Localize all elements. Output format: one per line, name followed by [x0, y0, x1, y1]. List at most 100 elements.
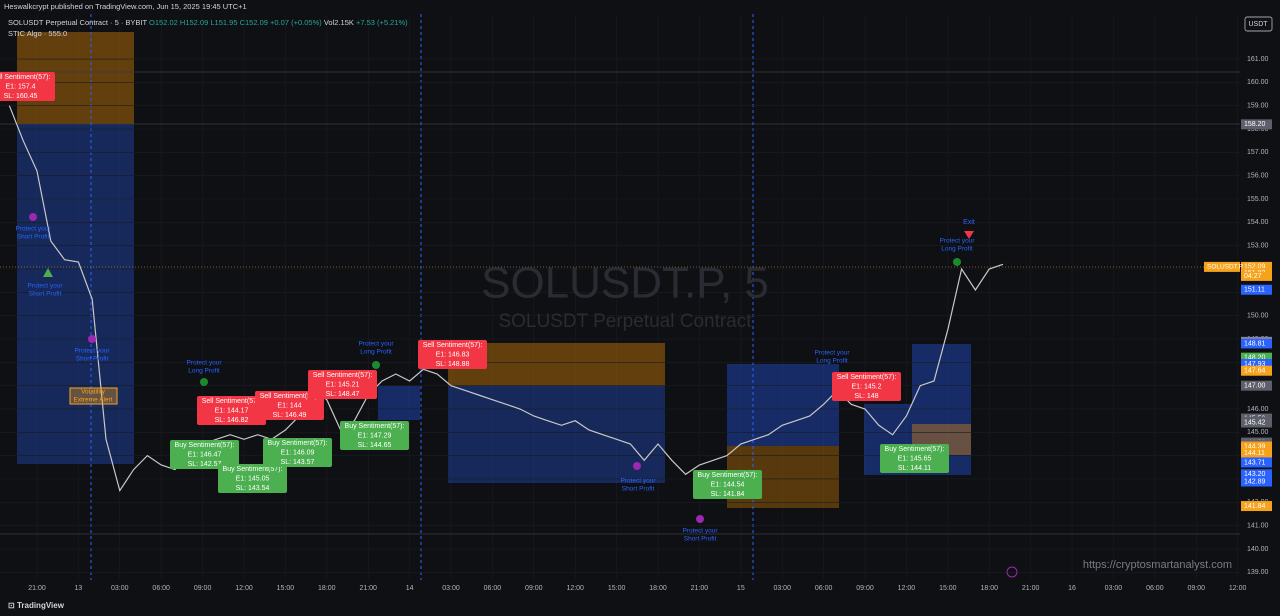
- marker: [953, 258, 961, 266]
- signal-text: E1: 145.21: [326, 381, 360, 388]
- x-tick-label: 06:00: [1146, 585, 1164, 592]
- x-tick-label: 18:00: [980, 585, 998, 592]
- exit-label: Exit: [963, 219, 975, 226]
- y-tick-label: 140.00: [1247, 546, 1269, 553]
- note: Long Profit: [941, 246, 973, 253]
- signal-text: Sell Sentiment(57):: [202, 398, 262, 405]
- brand: ⊡ TradingView: [8, 601, 65, 610]
- price-tag-label: 143.20: [1244, 471, 1266, 478]
- signal-text: Buy Sentiment(57):: [268, 440, 328, 447]
- price-tag: [1241, 417, 1272, 428]
- y-tick-label: 155.00: [1247, 196, 1269, 203]
- signal-text: E1: 157.4: [6, 83, 36, 90]
- x-tick-label: 06:00: [484, 585, 502, 592]
- signal-text: Buy Sentiment(57):: [698, 472, 758, 479]
- y-tick-label: 139.00: [1247, 569, 1269, 576]
- price-tag: [1241, 365, 1272, 376]
- price-tag: [1241, 380, 1272, 391]
- price-tag: [1241, 261, 1272, 272]
- signal-text: E1: 144.54: [711, 481, 745, 488]
- note: Protect your: [682, 528, 718, 535]
- symbol-tag: [1204, 261, 1240, 272]
- x-tick-label: 21:00: [359, 585, 377, 592]
- price-tag: [1241, 501, 1272, 512]
- signal-text: SL: 146.82: [215, 417, 249, 424]
- change: +0.07 (+0.05%): [270, 18, 322, 27]
- x-tick-label: 13: [74, 585, 82, 592]
- signal-box: [308, 370, 377, 399]
- signal-text: E1: 145.05: [236, 475, 270, 482]
- signal-text: SL: 148.88: [436, 361, 470, 368]
- signal-text: SL: 141.84: [711, 491, 745, 498]
- marker: [1006, 566, 1018, 578]
- price-tag: [1241, 476, 1272, 487]
- note: Protect your: [186, 360, 222, 367]
- marker: [372, 361, 380, 369]
- note: Long Profit: [360, 349, 392, 356]
- markers: [29, 213, 1018, 578]
- x-tick-label: 21:00: [691, 585, 709, 592]
- x-tick-label: 06:00: [815, 585, 833, 592]
- time-axis: [0, 580, 1280, 596]
- price-tag: [1241, 358, 1272, 369]
- signal-box: [418, 340, 487, 369]
- price-tag: [1241, 338, 1272, 349]
- x-tick-label: 15: [737, 585, 745, 592]
- countdown-tag: [1241, 271, 1272, 281]
- note: Protect your: [939, 238, 975, 245]
- currency[interactable]: USDT: [1248, 21, 1268, 28]
- signal-box: [263, 438, 332, 467]
- price-tag: [1241, 119, 1272, 130]
- x-tick-label: 09:00: [194, 585, 212, 592]
- signal-box: [218, 464, 287, 493]
- signal-text: SL: 142.57: [188, 461, 222, 468]
- price-tag-label: 147.64: [1244, 368, 1266, 375]
- marker: [43, 268, 53, 277]
- y-tick-label: 159.00: [1247, 103, 1269, 110]
- x-tick-label: 09:00: [1187, 585, 1205, 592]
- y-tick-label: 153.00: [1247, 243, 1269, 250]
- signal-box: [255, 391, 324, 420]
- note: Short Profit: [76, 356, 109, 363]
- price-tag: [1241, 441, 1272, 452]
- price-tag-label: 141.84: [1244, 503, 1266, 510]
- x-tick-label: 09:00: [856, 585, 874, 592]
- demand-zone: [378, 386, 420, 420]
- note: Long Profit: [188, 368, 220, 375]
- x-tick-label: 18:00: [318, 585, 336, 592]
- x-tick-label: 21:00: [28, 585, 46, 592]
- signal-text: SL: 143.57: [281, 459, 315, 466]
- marker: [88, 335, 96, 343]
- signal-text: SL: 146.49: [273, 412, 307, 419]
- top-bar: [0, 0, 1280, 14]
- y-tick-label: 146.00: [1247, 406, 1269, 413]
- y-tick-label: 154.00: [1247, 219, 1269, 226]
- x-tick-label: 16: [1068, 585, 1076, 592]
- note: Protect your: [814, 350, 850, 357]
- note: Short Profit: [622, 486, 655, 493]
- signal-text: Sell Sentiment(57):: [423, 342, 483, 349]
- marker: [964, 231, 974, 239]
- y-tick-label: 157.00: [1247, 149, 1269, 156]
- y-tick-label: 158.00: [1247, 126, 1269, 133]
- ohlc: O152.02: [149, 18, 178, 27]
- currency-button[interactable]: [1244, 16, 1273, 32]
- indicator: STIC Algo · 555.0: [8, 29, 67, 38]
- price-tag-label: 147.00: [1244, 382, 1266, 389]
- x-tick-label: 03:00: [1105, 585, 1123, 592]
- y-tick-label: 156.00: [1247, 173, 1269, 180]
- price-tag-label: 152.09: [1244, 264, 1266, 271]
- signal-text: Sell Sentiment(57):: [837, 374, 897, 381]
- price-axis: [1240, 14, 1280, 580]
- note: Protect your: [74, 348, 110, 355]
- symbol: SOLUSDT Perpetual Contract · 5 · BYBIT: [8, 18, 147, 27]
- x-tick-label: 09:00: [525, 585, 543, 592]
- signal-text: Sell Sentiment(57):: [260, 393, 320, 400]
- price-tag-label: 147.93: [1244, 361, 1266, 368]
- x-tick-label: 12:00: [898, 585, 916, 592]
- plot: Sell Sentiment(57): E1: 157.4 SL: 160.45 Se…: [0, 72, 1004, 543]
- signal-text: SL: 148.47: [326, 391, 360, 398]
- signal-text: E1: 147.29: [358, 432, 392, 439]
- volume-change: +7.53 (+5.21%): [356, 18, 408, 27]
